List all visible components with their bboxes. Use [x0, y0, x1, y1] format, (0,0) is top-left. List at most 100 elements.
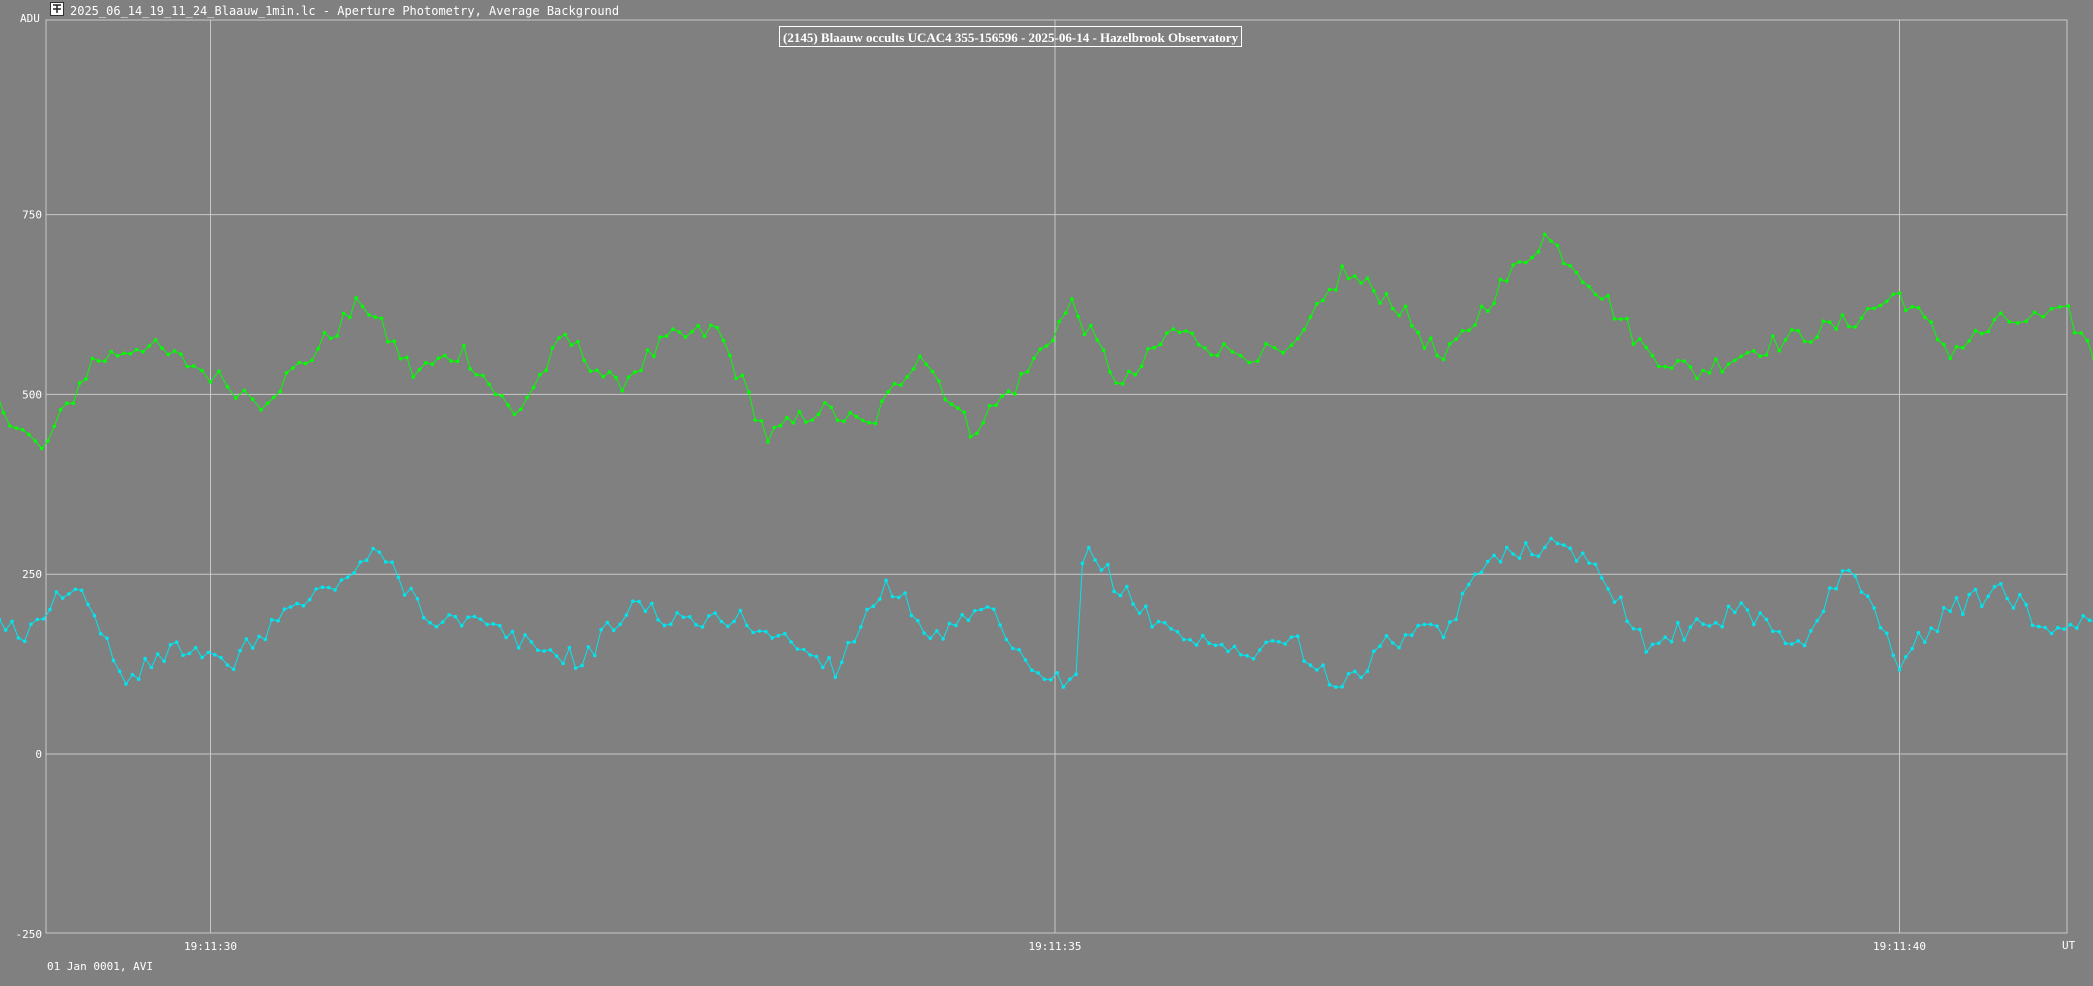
data-point	[1169, 627, 1173, 631]
data-point	[694, 623, 698, 627]
data-point	[1036, 671, 1040, 675]
data-point	[789, 640, 793, 644]
data-point	[122, 351, 126, 356]
data-point	[345, 575, 350, 579]
data-point	[1384, 292, 1389, 296]
data-point	[1929, 320, 1933, 325]
data-point	[1061, 685, 1066, 689]
data-point	[1207, 641, 1211, 645]
data-point	[928, 636, 933, 641]
data-point	[291, 366, 295, 370]
data-point	[1011, 646, 1015, 651]
series-line	[0, 233, 2093, 450]
data-point	[614, 375, 618, 380]
data-point	[208, 380, 213, 384]
data-point	[1057, 319, 1061, 324]
data-point	[683, 335, 688, 339]
data-point	[421, 616, 426, 620]
data-point	[1063, 311, 1068, 315]
data-point	[1467, 328, 1471, 333]
data-point	[276, 619, 280, 623]
data-point	[859, 625, 863, 629]
data-point	[2015, 321, 2020, 325]
chart-title: (2145) Blaauw occults UCAC4 355-156596 -…	[779, 26, 1243, 47]
data-point	[719, 619, 724, 624]
data-point	[677, 330, 681, 334]
series-line	[0, 537, 2093, 689]
data-point	[225, 384, 230, 389]
data-point	[1733, 358, 1737, 363]
data-point	[367, 313, 371, 317]
data-point	[1663, 635, 1667, 639]
data-point	[428, 621, 432, 625]
data-point	[542, 649, 546, 653]
data-point	[1676, 620, 1680, 625]
data-point	[816, 412, 821, 417]
data-point	[903, 591, 907, 595]
data-point	[1410, 324, 1414, 328]
data-point	[1403, 633, 1408, 637]
data-point	[1676, 359, 1680, 363]
data-point	[1196, 342, 1201, 347]
data-point	[626, 375, 631, 380]
data-point	[690, 329, 694, 334]
data-point	[1327, 682, 1332, 687]
data-point	[1644, 345, 1648, 350]
data-point	[225, 663, 230, 667]
data-point	[1942, 342, 1946, 347]
data-point	[1954, 596, 1959, 600]
data-point	[937, 379, 941, 383]
data-point	[1272, 346, 1277, 350]
data-point	[1215, 353, 1220, 358]
data-point	[652, 354, 656, 359]
data-point	[449, 359, 454, 364]
data-point	[424, 361, 428, 365]
data-point	[1017, 648, 1021, 652]
data-point	[259, 407, 264, 412]
data-point	[873, 421, 878, 426]
data-point	[766, 440, 770, 444]
data-point	[506, 403, 511, 408]
data-point	[1112, 589, 1116, 594]
data-point	[411, 375, 416, 379]
data-point	[1460, 591, 1465, 596]
data-point	[1581, 280, 1585, 285]
data-point	[1923, 315, 1927, 320]
data-point	[1505, 279, 1509, 283]
data-point	[92, 613, 97, 618]
data-point	[550, 346, 555, 350]
data-point	[128, 351, 133, 356]
data-point	[1986, 329, 1990, 334]
data-point	[1530, 255, 1534, 260]
data-point	[1821, 319, 1826, 324]
data-point	[975, 431, 979, 436]
data-point	[1346, 276, 1351, 281]
data-point	[823, 401, 827, 405]
data-point	[1289, 343, 1294, 348]
series-layer	[0, 232, 2093, 689]
data-point	[109, 349, 114, 354]
data-point	[1961, 346, 1965, 350]
data-point	[962, 410, 966, 415]
data-point	[1492, 301, 1496, 306]
data-point	[1878, 625, 1883, 630]
data-point	[1549, 536, 1553, 541]
data-point	[1448, 620, 1452, 624]
data-point	[1441, 357, 1446, 362]
data-point	[1384, 634, 1389, 638]
data-point	[1175, 630, 1180, 634]
data-point	[481, 373, 485, 378]
data-point	[1530, 552, 1534, 557]
data-point	[1230, 350, 1235, 354]
data-point	[1555, 541, 1560, 546]
data-point	[295, 601, 299, 606]
data-point	[105, 636, 109, 641]
data-point	[1631, 342, 1636, 346]
data-point	[329, 336, 333, 341]
data-point	[1281, 350, 1285, 355]
data-point	[1783, 641, 1788, 646]
data-point	[130, 672, 135, 677]
data-point	[257, 634, 261, 639]
data-point	[2037, 624, 2041, 629]
data-point	[886, 390, 890, 394]
